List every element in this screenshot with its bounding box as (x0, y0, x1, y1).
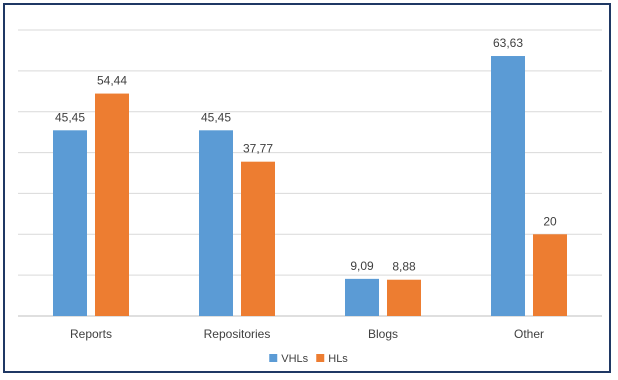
bar-hls-reports (95, 93, 129, 316)
bar-hls-blogs (387, 279, 421, 316)
legend-label: VHLs (281, 353, 308, 365)
bar-vhls-blogs (345, 278, 379, 316)
bar-vhls-other (491, 56, 525, 316)
x-tick-label: Blogs (368, 327, 398, 341)
legend-swatch-hls (316, 354, 325, 362)
legend-label: HLs (328, 353, 348, 365)
data-label: 20 (543, 214, 557, 228)
data-label: 63,63 (493, 36, 523, 50)
data-label: 8,88 (392, 260, 416, 274)
bar-hls-repositories (241, 161, 275, 316)
data-label: 37,77 (243, 142, 273, 156)
x-tick-label: Repositories (204, 327, 271, 341)
data-label: 45,45 (201, 110, 231, 124)
bar-hls-other (533, 234, 567, 316)
legend: VHLs HLs (269, 353, 348, 365)
bar-vhls-reports (53, 130, 87, 316)
bar-vhls-repositories (199, 130, 233, 316)
data-label: 45,45 (55, 110, 85, 124)
data-label: 54,44 (97, 74, 127, 88)
x-tick-label: Other (514, 327, 544, 341)
data-label: 9,09 (350, 259, 374, 273)
x-tick-label: Reports (70, 327, 112, 341)
legend-swatch-vhls (269, 354, 278, 362)
